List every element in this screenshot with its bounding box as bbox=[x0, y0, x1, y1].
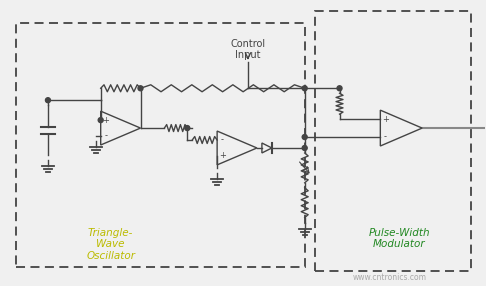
Bar bbox=[314, 11, 471, 271]
Circle shape bbox=[46, 98, 51, 103]
Text: +: + bbox=[382, 115, 389, 124]
Circle shape bbox=[98, 118, 103, 123]
Text: -: - bbox=[221, 136, 224, 144]
Circle shape bbox=[185, 126, 190, 131]
Text: +: + bbox=[219, 151, 226, 160]
Text: Pulse-Width
Modulator: Pulse-Width Modulator bbox=[368, 228, 430, 249]
Text: -: - bbox=[104, 132, 107, 140]
Circle shape bbox=[302, 146, 307, 150]
Text: -: - bbox=[384, 132, 387, 142]
Text: Control
Input: Control Input bbox=[230, 39, 265, 60]
Text: www.cntronics.com: www.cntronics.com bbox=[352, 273, 426, 282]
Text: +: + bbox=[102, 116, 109, 125]
Circle shape bbox=[337, 86, 342, 91]
Bar bbox=[16, 23, 305, 267]
Text: Triangle-
Wave
Oscillator: Triangle- Wave Oscillator bbox=[86, 228, 135, 261]
Circle shape bbox=[302, 86, 307, 91]
Circle shape bbox=[138, 86, 143, 91]
Circle shape bbox=[302, 134, 307, 140]
